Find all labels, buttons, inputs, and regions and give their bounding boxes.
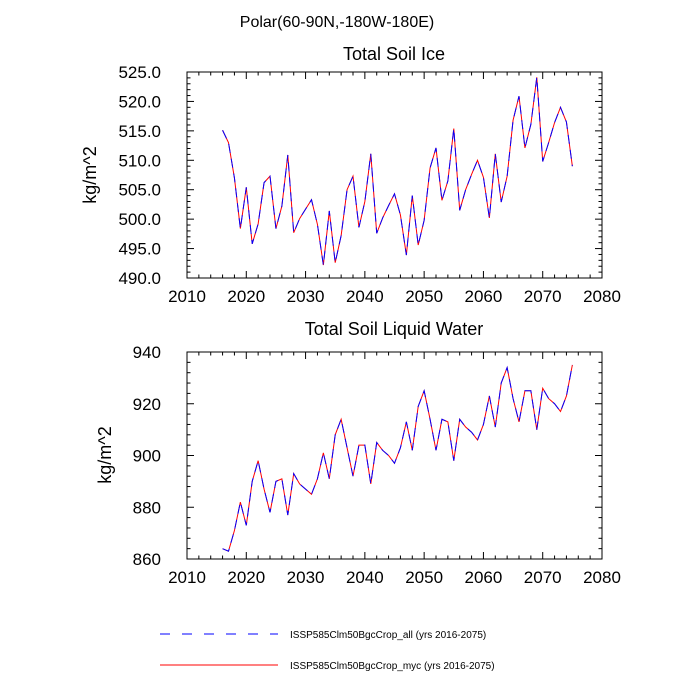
y-axis-label-soil-ice: kg/m^2 (80, 146, 100, 203)
series-group-soil-ice (222, 77, 573, 266)
legend: ISSP585Clm50BgcCrop_all (yrs 2016-2075) … (160, 630, 495, 672)
x-tick-label: 2020 (227, 287, 265, 306)
tick-group-soil-liquid-water: 2010 2020 2030 2040 2050 2060 2070 2080 860 880 90… (133, 343, 621, 587)
x-tick-label: 2060 (465, 287, 503, 306)
panel-total-soil-liquid-water: Total Soil Liquid Water kg/m^2 2010 2020 2… (95, 319, 621, 587)
legend-label-all: ISSP585Clm50BgcCrop_all (yrs 2016-2075) (290, 630, 486, 641)
y-tick-label: 880 (133, 498, 161, 517)
x-tick-label: 2020 (227, 568, 265, 587)
x-tick-label: 2040 (346, 568, 384, 587)
y-tick-label: 510.0 (118, 151, 161, 170)
x-tick-label: 2010 (168, 287, 206, 306)
series-group-soil-liquid-water (222, 364, 573, 552)
x-tick-label: 2080 (583, 287, 621, 306)
x-tick-label: 2040 (346, 287, 384, 306)
panel-total-soil-ice: Total Soil Ice kg/m^2 2010 2020 2030 2040 20… (80, 44, 621, 306)
y-tick-label: 505.0 (118, 181, 161, 200)
x-tick-label: 2010 (168, 568, 206, 587)
x-tick-label: 2080 (583, 568, 621, 587)
plot-frame-soil-ice (186, 71, 603, 279)
figure-suptitle: Polar(60-90N,-180W-180E) (240, 14, 434, 31)
x-tick-label: 2050 (405, 568, 443, 587)
x-tick-label: 2050 (405, 287, 443, 306)
y-tick-label: 520.0 (118, 92, 161, 111)
y-tick-label: 920 (133, 395, 161, 414)
y-tick-label: 900 (133, 447, 161, 466)
series-line-myc-soil-liquid-water (222, 364, 573, 552)
x-tick-label: 2030 (287, 568, 325, 587)
x-tick-label: 2060 (465, 568, 503, 587)
x-tick-label: 2070 (524, 287, 562, 306)
y-tick-label: 860 (133, 550, 161, 569)
tick-group-soil-ice: 2010 2020 2030 2040 2050 2060 2070 2080 490.0 495… (118, 63, 620, 306)
y-tick-label: 525.0 (118, 63, 161, 82)
y-tick-label: 500.0 (118, 210, 161, 229)
y-axis-label-soil-liquid-water: kg/m^2 (95, 426, 115, 483)
x-tick-label: 2070 (524, 568, 562, 587)
y-tick-label: 940 (133, 343, 161, 362)
legend-label-myc: ISSP585Clm50BgcCrop_myc (yrs 2016-2075) (290, 661, 495, 672)
y-tick-label: 515.0 (118, 122, 161, 141)
x-tick-label: 2030 (287, 287, 325, 306)
series-line-all-soil-liquid-water (222, 364, 573, 552)
panel-title-soil-ice: Total Soil Ice (343, 44, 445, 64)
series-line-all-soil-ice (222, 77, 573, 266)
plot-frame-soil-liquid-water (186, 351, 603, 560)
panel-title-soil-liquid-water: Total Soil Liquid Water (305, 319, 483, 339)
y-tick-label: 490.0 (118, 269, 161, 288)
y-tick-label: 495.0 (118, 240, 161, 259)
